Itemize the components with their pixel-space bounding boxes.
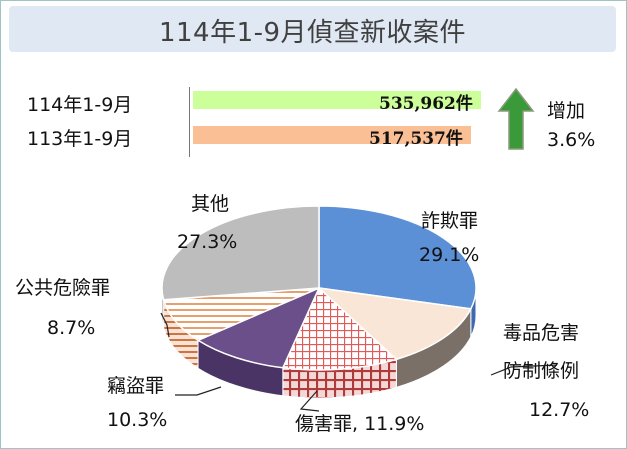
bar-axis-line [189,87,190,157]
slice-label-assault: 傷害罪, 11.9% [295,413,425,435]
slice-label-drug-line1: 毒品危害 [503,322,580,344]
pie-slice-drug [316,286,472,361]
bar-value-current: 535,962件 [379,94,473,114]
slice-label-other: 其他 [191,193,230,215]
slice-value-other: 27.3% [177,231,238,253]
leader-line-public [160,312,170,338]
leader-line-theft [175,386,222,396]
pie-slice-fraud [318,205,477,310]
bar-current [193,91,481,109]
pie-slice-assault [281,286,398,371]
slice-label-public: 公共危險罪 [15,277,111,299]
slice-value-theft: 10.3% [107,409,168,431]
slice-value-drug: 12.7% [529,399,590,421]
pie-slice-theft [196,286,321,369]
change-label: 增加 [547,100,586,122]
slice-label-drug-line2: 防制條例 [503,360,580,382]
pie-slice-other [161,205,320,301]
slice-value-public: 8.7% [47,317,96,339]
chart-title: 114年1-9月偵查新收案件 [158,18,467,48]
slice-label-fraud: 詐欺罪 [421,210,479,232]
bar-value-previous: 517,537件 [369,129,463,149]
change-percent: 3.6% [547,129,596,151]
slice-label-theft: 竊盜罪 [107,375,165,397]
year-label-current: 114年1-9月 [27,94,133,116]
up-arrow-icon [497,87,535,150]
slice-value-fraud: 29.1% [419,244,480,266]
year-label-previous: 113年1-9月 [27,128,133,150]
bar-previous [193,126,472,144]
title-bar: 114年1-9月偵查新收案件 [9,6,616,52]
pie-slice-public [162,287,320,342]
leader-line-assault [299,390,320,412]
leader-line-drug [490,364,558,376]
